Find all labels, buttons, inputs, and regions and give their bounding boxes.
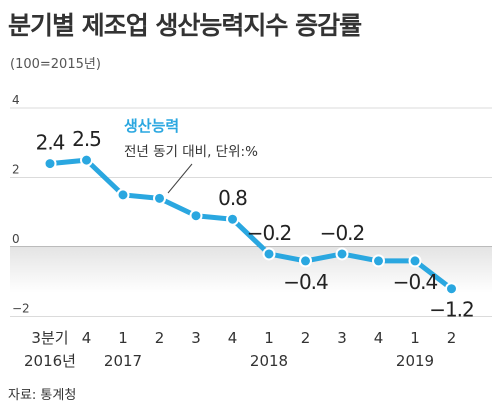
data-point	[262, 247, 276, 261]
data-point	[43, 157, 57, 171]
y-tick-label: −2	[12, 302, 30, 316]
series-name-label: 생산능력	[124, 117, 179, 135]
x-tick-label: 4	[228, 329, 238, 347]
y-axis-ticks: 4 2 0 −2	[12, 93, 30, 316]
annotation-note: 전년 동기 대비, 단위:%	[124, 144, 258, 160]
data-label: −0.4	[283, 270, 328, 294]
data-point	[335, 247, 349, 261]
data-label: 0.8	[218, 186, 247, 210]
data-label: −0.2	[320, 221, 365, 245]
x-year-label: 2016년	[24, 352, 76, 370]
data-point	[408, 254, 422, 268]
data-labels: 2.4 2.50.8−0.2−0.4−0.2−0.4−1.2	[36, 127, 475, 322]
data-point	[116, 188, 130, 202]
data-point	[153, 191, 166, 205]
x-tick-label: 4	[82, 329, 92, 347]
data-point	[80, 153, 93, 167]
annotation-pointer	[167, 163, 193, 194]
data-point	[189, 209, 203, 223]
data-label: −0.4	[393, 270, 438, 294]
x-tick-label: 1	[410, 329, 420, 347]
y-tick-label: 0	[12, 232, 20, 246]
data-label: −0.2	[247, 221, 292, 245]
x-year-label: 2017	[104, 352, 142, 370]
data-label: 2.5	[72, 127, 101, 151]
data-point	[445, 282, 458, 296]
x-tick-label: 3분기	[31, 329, 68, 347]
x-tick-label: 2	[447, 329, 457, 347]
x-axis-ticks: 3분기 4 1 2 3 4 1 2 3 4 1 2 2016년 2017 2018 2019	[24, 329, 456, 370]
data-label: 2.4	[36, 131, 65, 155]
x-tick-label: 3	[337, 329, 347, 347]
x-tick-label: 2	[155, 329, 165, 347]
series-markers	[43, 153, 458, 296]
negative-region	[10, 247, 492, 293]
data-label: −1.2	[429, 298, 474, 322]
data-point	[372, 254, 385, 268]
x-tick-label: 3	[191, 329, 201, 347]
negative-band	[10, 247, 492, 293]
y-tick-label: 4	[12, 93, 20, 107]
data-point	[226, 212, 239, 226]
data-point	[299, 254, 312, 268]
chart-title: 분기별 제조업 생산능력지수 증감률	[8, 11, 362, 40]
source-note: 자료: 통계청	[8, 388, 77, 403]
y-tick-label: 2	[12, 163, 20, 177]
x-tick-label: 4	[374, 329, 384, 347]
x-tick-label: 1	[264, 329, 274, 347]
chart-subtitle: (100=2015년)	[10, 57, 101, 72]
x-year-label: 2018	[250, 352, 288, 370]
x-tick-label: 2	[301, 329, 311, 347]
x-year-label: 2019	[396, 352, 434, 370]
x-tick-label: 1	[118, 329, 128, 347]
series-annotation: 생산능력 전년 동기 대비, 단위:%	[124, 117, 258, 194]
